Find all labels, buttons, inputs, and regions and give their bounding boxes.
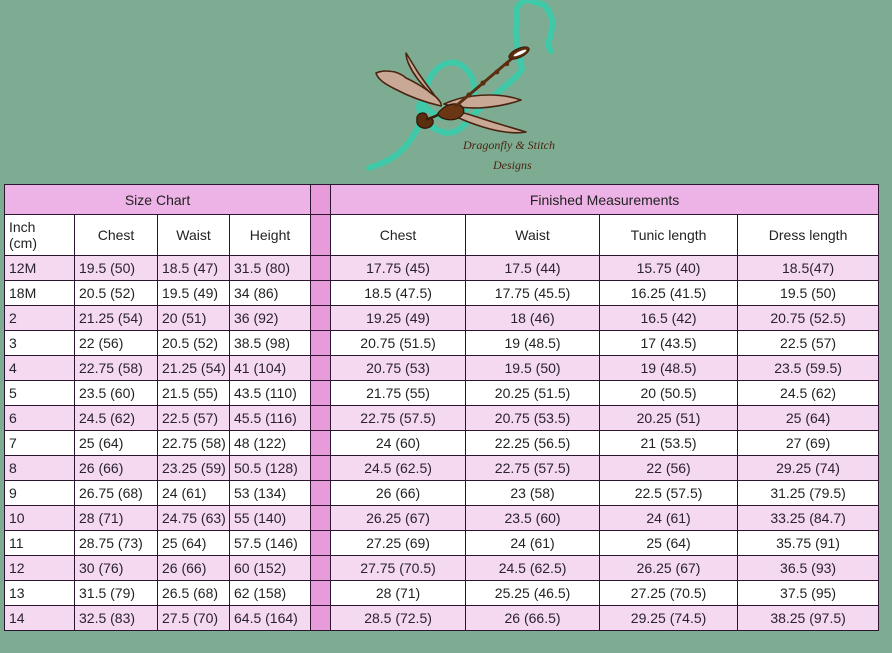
svg-text:Dragonfly & Stitch: Dragonfly & Stitch (462, 138, 555, 152)
svg-text:Designs: Designs (492, 158, 532, 172)
